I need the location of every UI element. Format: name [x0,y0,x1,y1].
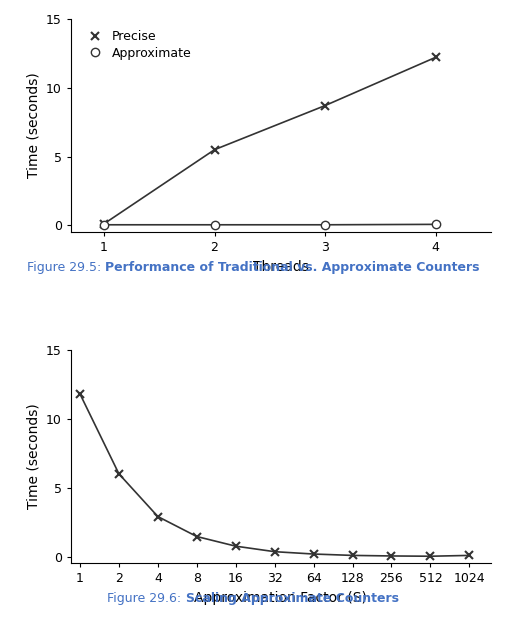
Text: Scaling Approximate Counters: Scaling Approximate Counters [185,592,398,605]
Y-axis label: Time (seconds): Time (seconds) [26,404,40,510]
Y-axis label: Time (seconds): Time (seconds) [26,73,40,178]
Text: Performance of Traditional vs. Approximate Counters: Performance of Traditional vs. Approxima… [105,260,478,274]
Text: Figure 29.6:: Figure 29.6: [107,592,185,605]
X-axis label: Approximation Factor (S): Approximation Factor (S) [194,591,367,605]
Legend: Precise, Approximate: Precise, Approximate [77,25,196,64]
X-axis label: Threads: Threads [252,260,308,274]
Text: Figure 29.5:: Figure 29.5: [27,260,105,274]
